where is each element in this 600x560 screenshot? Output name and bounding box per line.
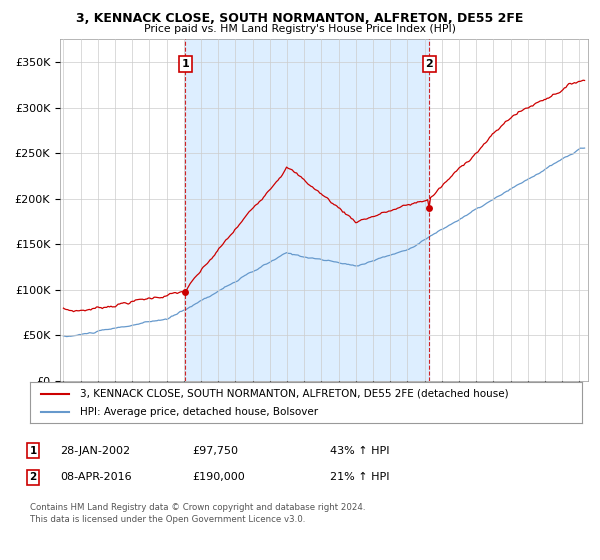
Text: 3, KENNACK CLOSE, SOUTH NORMANTON, ALFRETON, DE55 2FE: 3, KENNACK CLOSE, SOUTH NORMANTON, ALFRE… [76,12,524,25]
Text: Price paid vs. HM Land Registry's House Price Index (HPI): Price paid vs. HM Land Registry's House … [144,24,456,34]
Text: £97,750: £97,750 [192,446,238,456]
Text: 1: 1 [181,59,189,69]
Text: £190,000: £190,000 [192,472,245,482]
Bar [185,39,429,381]
Text: 1: 1 [29,446,37,456]
Text: 3, KENNACK CLOSE, SOUTH NORMANTON, ALFRETON, DE55 2FE (detached house): 3, KENNACK CLOSE, SOUTH NORMANTON, ALFRE… [80,389,508,399]
Text: 28-JAN-2002: 28-JAN-2002 [60,446,130,456]
Text: 21% ↑ HPI: 21% ↑ HPI [330,472,389,482]
Text: 43% ↑ HPI: 43% ↑ HPI [330,446,389,456]
Text: 08-APR-2016: 08-APR-2016 [60,472,131,482]
Text: HPI: Average price, detached house, Bolsover: HPI: Average price, detached house, Bols… [80,407,318,417]
Text: 2: 2 [29,472,37,482]
Text: 2: 2 [425,59,433,69]
Text: This data is licensed under the Open Government Licence v3.0.: This data is licensed under the Open Gov… [30,515,305,524]
Text: Contains HM Land Registry data © Crown copyright and database right 2024.: Contains HM Land Registry data © Crown c… [30,503,365,512]
